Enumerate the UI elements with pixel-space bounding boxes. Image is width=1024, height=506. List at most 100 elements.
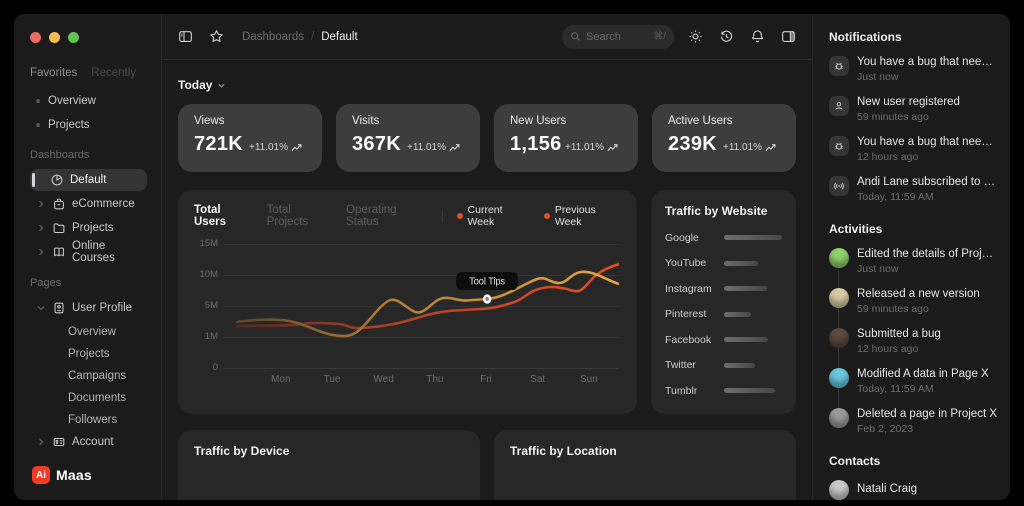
stat-card-views[interactable]: Views 721K +11.01% [178,104,322,172]
sidebar-item-ecommerce[interactable]: eCommerce [30,193,147,215]
notification-title: Andi Lane subscribed to you [857,176,997,188]
minimize-window-button[interactable] [49,32,60,43]
sidebar-item-overview[interactable]: Overview [30,91,147,111]
star-icon[interactable] [207,27,226,46]
tab-favorites[interactable]: Favorites [30,67,78,79]
sidebar-toggle-icon[interactable] [176,27,195,46]
section-label-dashboards: Dashboards [30,149,90,161]
series-current-week-line [235,262,619,330]
notification-title: You have a bug that needs t... [857,56,997,68]
divider [441,209,443,223]
bug-icon [829,56,849,76]
chevron-right-icon [36,223,46,233]
sidebar-subitem-overview[interactable]: Overview [68,326,116,338]
stat-value: 239K [668,133,718,155]
activity-title: Edited the details of Project X [857,248,997,260]
active-indicator [32,173,35,187]
activity-item[interactable]: Modified A data in Page X Today, 11:59 A… [829,368,996,395]
stat-label: Active Users [668,115,733,127]
traffic-by-device-panel[interactable]: Traffic by Device [178,430,480,500]
stat-label: New Users [510,115,567,127]
search-input[interactable] [586,30,644,43]
chevron-right-icon [36,437,46,447]
id-card-icon [52,435,66,449]
site-row[interactable]: Pinterest [665,308,782,320]
sidebar-item-user-profile[interactable]: User Profile [30,297,147,319]
history-icon[interactable] [717,27,736,46]
folder-icon [52,221,66,235]
sidebar-item-default[interactable]: Default [30,169,147,191]
tab-total-projects[interactable]: Total Projects [266,204,309,228]
notifications-bell-icon[interactable] [748,27,767,46]
dashboard-content: Today Views 721K +11.01% Visits [162,60,812,500]
right-panel-toggle-icon[interactable] [779,27,798,46]
id-badge-icon [52,301,66,315]
site-bar [724,388,782,393]
theme-toggle-icon[interactable] [686,27,705,46]
y-tick: 0 [212,362,218,373]
logo-mark-icon: Ai [32,466,50,484]
stat-card-active-users[interactable]: Active Users 239K +11.01% [652,104,796,172]
site-row[interactable]: Instagram [665,283,782,295]
x-tick: Sat [530,374,546,385]
activities-header: Activities [829,222,883,236]
sidebar-item-label: User Profile [72,302,133,314]
zoom-window-button[interactable] [68,32,79,43]
tab-total-users[interactable]: Total Users [194,204,226,228]
sidebar-item-online-courses[interactable]: Online Courses [30,240,147,264]
site-row[interactable]: Facebook [665,334,782,346]
site-name: Tumblr [665,384,698,397]
legend-current-week: Current Week [456,204,528,228]
activity-title: Submitted a bug [857,328,941,340]
notification-item[interactable]: You have a bug that needs t... Just now [829,56,997,83]
avatar [829,328,849,348]
stat-delta: +11.01% [407,142,464,156]
breadcrumb-section[interactable]: Dashboards [242,30,305,43]
chart-tooltip: Tool Tips [456,272,519,304]
tab-operating-status[interactable]: Operating Status [346,204,397,228]
traffic-by-website-panel: Traffic by Website Google YouTube Instag… [651,190,796,414]
period-selector[interactable]: Today [178,78,226,92]
traffic-by-location-panel[interactable]: Traffic by Location [494,430,796,500]
legend-previous-week: Previous Week [544,204,621,228]
sidebar-item-projects[interactable]: Projects [30,115,147,135]
notification-item[interactable]: You have a bug that needs t... 12 hours … [829,136,997,163]
stat-delta: +11.01% [565,142,622,156]
sidebar-subitem-campaigns[interactable]: Campaigns [68,370,127,382]
left-sidebar: Favorites Recently Overview Projects Das… [14,14,162,500]
sidebar-subitem-projects[interactable]: Projects [68,348,110,360]
site-bar [724,260,782,266]
sidebar-item-projects-dash[interactable]: Projects [30,217,147,239]
activity-item[interactable]: Edited the details of Project X Just now [829,248,997,275]
activity-time: 59 minutes ago [857,303,929,315]
chevron-down-icon [218,83,226,88]
search-icon [570,31,581,42]
site-row[interactable]: YouTube [665,257,782,269]
panel-title: Traffic by Device [194,444,290,458]
x-axis-labels: Mon Tue Wed Thu Fri Sat Sun [228,374,619,388]
activity-item[interactable]: Submitted a bug 12 hours ago [829,328,996,355]
notification-item[interactable]: New user registered 59 minutes ago [829,96,996,123]
site-bar [724,362,782,368]
app-window: Favorites Recently Overview Projects Das… [14,14,1010,500]
sidebar-item-label: Default [70,174,107,186]
logo-text: Maas [56,467,92,483]
activity-item[interactable]: Deleted a page in Project X Feb 2, 2023 [829,408,997,435]
sidebar-subitem-documents[interactable]: Documents [68,392,127,404]
site-row[interactable]: Google [665,232,782,244]
line-chart[interactable]: 15M 10M 5M 1M 0 [194,238,621,388]
stat-card-new-users[interactable]: New Users 1,156 +11.01% [494,104,638,172]
stat-card-visits[interactable]: Visits 367K +11.01% [336,104,480,172]
tab-recently[interactable]: Recently [91,67,137,79]
contact-item[interactable]: Natali Craig [829,480,996,500]
search-box[interactable]: ⌘/ [562,24,674,49]
close-window-button[interactable] [30,32,41,43]
right-panel: Notifications You have a bug that needs … [812,14,1010,500]
sidebar-item-account[interactable]: Account [30,431,147,453]
stat-delta: +11.01% [249,142,306,156]
site-row[interactable]: Tumblr [665,385,782,397]
sidebar-subitem-followers[interactable]: Followers [68,414,118,426]
notification-item[interactable]: Andi Lane subscribed to you Today, 11:59… [829,176,997,203]
activity-item[interactable]: Released a new version 59 minutes ago [829,288,996,315]
site-row[interactable]: Twitter [665,359,782,371]
